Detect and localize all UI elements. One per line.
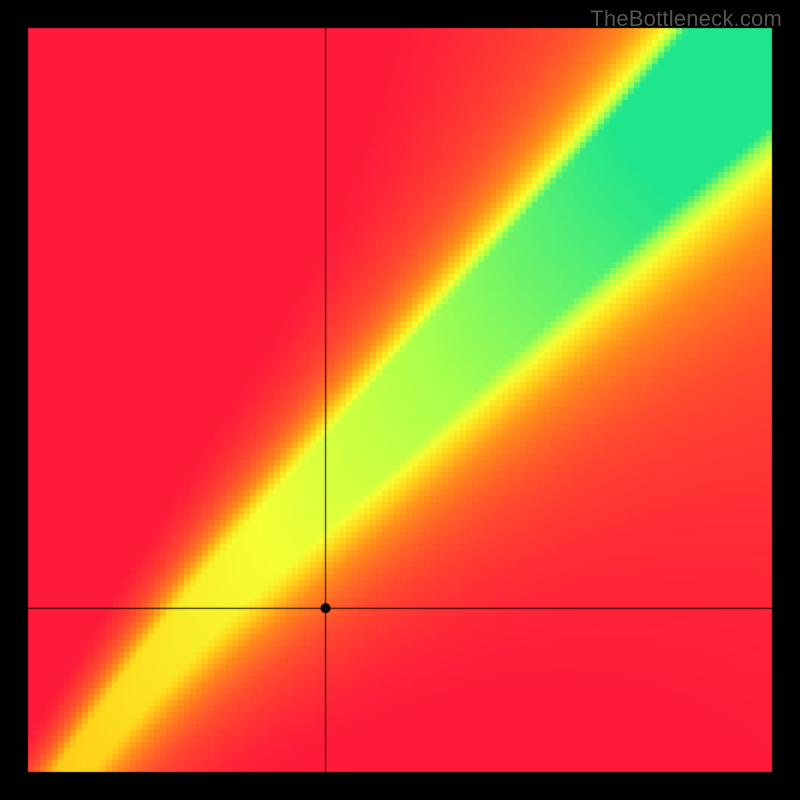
watermark-text: TheBottleneck.com <box>590 6 782 32</box>
bottleneck-heatmap <box>0 0 800 800</box>
